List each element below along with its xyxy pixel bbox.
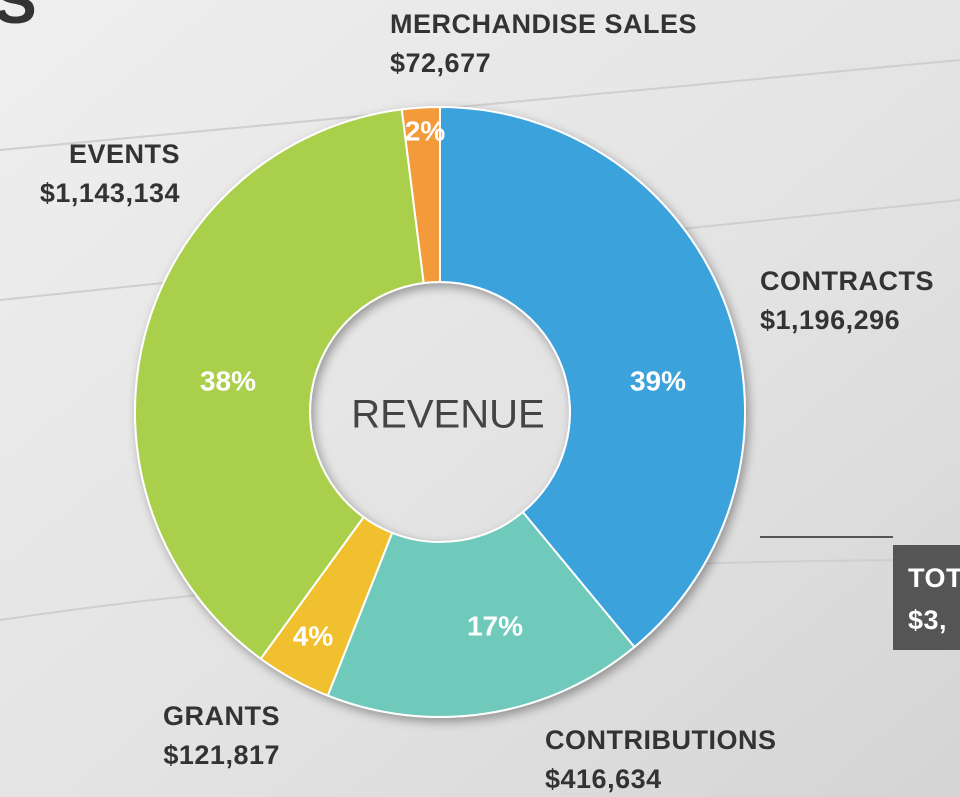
amount-label: $72,677 xyxy=(390,48,491,78)
center-label: REVENUE xyxy=(351,393,544,437)
slice-percent: 39% xyxy=(630,365,686,396)
category-label: CONTRIBUTIONS xyxy=(545,725,777,755)
category-label: MERCHANDISE SALES xyxy=(390,9,697,39)
total-label: TOT xyxy=(908,563,960,593)
slice-percent: 38% xyxy=(200,365,256,396)
donut-slice xyxy=(439,105,746,649)
amount-label: $1,196,296 xyxy=(760,305,900,335)
amount-label: $121,817 xyxy=(163,740,280,770)
total-box xyxy=(893,545,960,650)
slice-percent: 4% xyxy=(293,620,334,651)
total-value: $3, xyxy=(908,605,947,635)
donut-slice xyxy=(326,510,636,718)
category-label: EVENTS xyxy=(69,139,180,169)
slice-percent: 2% xyxy=(405,115,446,146)
slice-percent: 17% xyxy=(467,610,523,641)
donut-slice xyxy=(400,105,441,285)
category-label: CONTRACTS xyxy=(760,266,934,296)
amount-label: $416,634 xyxy=(545,764,662,794)
donut-slice xyxy=(134,108,425,661)
title-fragment: S xyxy=(0,0,37,37)
category-label: GRANTS xyxy=(163,701,280,731)
donut xyxy=(134,105,746,718)
amount-label: $1,143,134 xyxy=(40,178,180,208)
